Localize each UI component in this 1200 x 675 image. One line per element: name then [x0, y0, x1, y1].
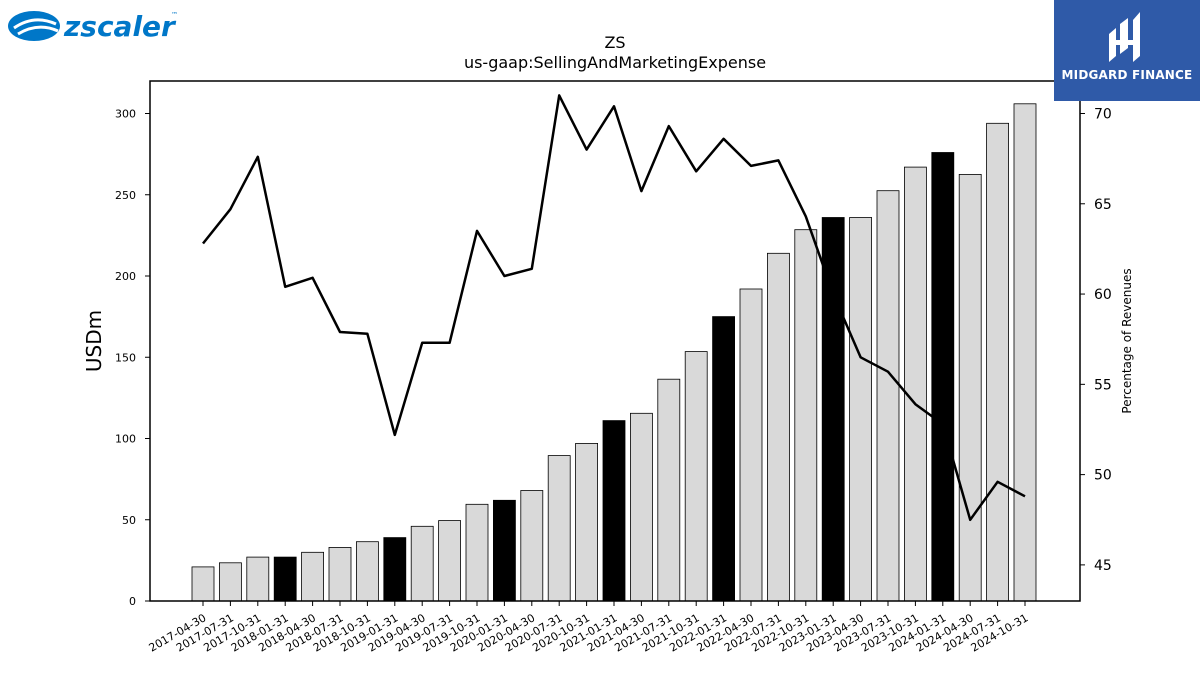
y-tick-label: 300: [115, 108, 136, 121]
plot-frame: [149, 80, 1081, 602]
y-axis-label: USDm: [82, 310, 106, 372]
bar-2022-04-30: [739, 288, 763, 602]
bar-2022-07-31: [767, 252, 790, 602]
y-tick-label: 50: [122, 514, 136, 527]
y-tick-label: 250: [115, 189, 136, 202]
chart-title: ZS: [604, 33, 625, 52]
bar-2019-07-31: [438, 520, 462, 602]
bar-2018-07-31: [328, 547, 352, 602]
bar-2019-10-31: [465, 503, 489, 602]
zscaler-cloud-icon: zscaler ™: [8, 10, 178, 43]
y2-tick-label: 50: [1094, 468, 1112, 484]
zscaler-logo: zscaler ™: [4, 4, 184, 44]
y2-tick-label: 45: [1094, 558, 1112, 574]
y2-tick-label: 60: [1094, 287, 1112, 303]
y-axis-left: 0 50 100 150 200 250 300: [115, 108, 150, 608]
line-group: [202, 94, 1026, 522]
bar-2020-04-30: [520, 490, 544, 602]
bar-2018-10-31: [355, 541, 379, 602]
bar-2018-01-31: [273, 556, 297, 602]
y-axis-right: 45 50 55 60 65 70: [1080, 107, 1112, 574]
bar-2018-04-30: [301, 551, 325, 602]
x-axis: 2017-04-302017-07-312017-10-312018-01-31…: [147, 601, 1031, 655]
y2-tick-label: 65: [1094, 197, 1112, 213]
midgard-emblem-icon: [1109, 12, 1140, 62]
bar-2023-10-31: [904, 166, 927, 602]
percentage-line: [202, 94, 1026, 522]
bar-2019-04-30: [410, 525, 434, 602]
bar-2021-07-31: [657, 378, 681, 602]
bar-2024-07-31: [986, 122, 1009, 602]
bar-2024-04-30: [958, 173, 982, 602]
bar-2024-01-31: [931, 152, 955, 602]
y-tick-label: 0: [129, 595, 136, 608]
bar-2020-07-31: [547, 455, 571, 602]
y2-tick-label: 70: [1094, 107, 1112, 123]
bar-2022-01-31: [712, 316, 735, 602]
bar-2023-04-30: [849, 217, 872, 602]
bar-2017-07-31: [218, 562, 242, 602]
midgard-finance-logo: MIDGARD FINANCE: [1054, 0, 1200, 101]
bar-2019-01-31: [383, 537, 407, 602]
bar-2021-10-31: [684, 351, 708, 602]
bar-2023-07-31: [876, 190, 900, 602]
bar-2022-10-31: [794, 229, 818, 602]
bar-2017-04-30: [191, 566, 215, 602]
zscaler-logo-text: zscaler: [63, 10, 177, 43]
y2-axis-label: Percentage of Revenues: [1120, 268, 1134, 413]
bar-2024-10-31: [1013, 103, 1037, 602]
bar-2017-10-31: [246, 556, 270, 602]
y-tick-label: 100: [115, 433, 136, 446]
y-tick-label: 150: [115, 351, 136, 364]
midgard-logo-text: MIDGARD FINANCE: [1061, 68, 1193, 82]
bar-2020-10-31: [575, 442, 598, 602]
bar-2021-04-30: [630, 412, 653, 602]
bars-group: [191, 103, 1037, 602]
y-tick-label: 200: [115, 270, 136, 283]
bar-2020-01-31: [492, 499, 516, 602]
zscaler-logo-tm: ™: [171, 11, 178, 19]
y2-tick-label: 55: [1094, 377, 1112, 393]
bar-2021-01-31: [602, 420, 626, 602]
chart-subtitle: us-gaap:SellingAndMarketingExpense: [464, 53, 766, 72]
